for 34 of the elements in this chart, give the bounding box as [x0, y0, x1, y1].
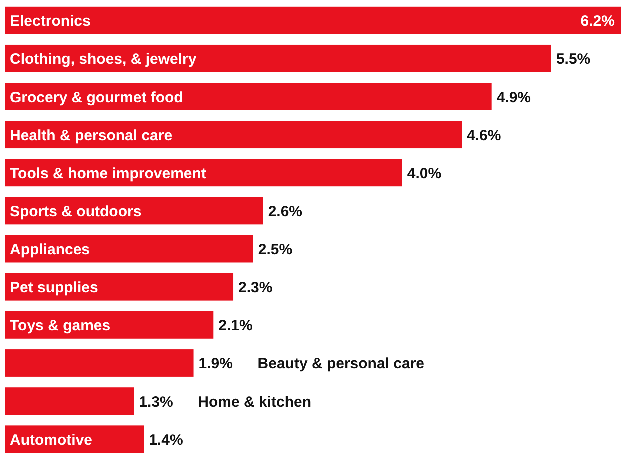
y-tick-label: Pet supplies — [10, 280, 98, 297]
y-tick-label: Home & kitchen — [198, 394, 312, 411]
y-tick-label: Appliances — [10, 242, 90, 259]
y-tick-label: Health & personal care — [10, 127, 173, 144]
data-label: 2.5% — [258, 242, 293, 259]
bar — [5, 159, 402, 187]
data-label: 2.1% — [218, 318, 253, 335]
bar — [5, 311, 214, 339]
y-tick-label: Toys & games — [10, 318, 111, 335]
bar — [5, 235, 254, 263]
bar — [5, 6, 621, 34]
y-tick-label: Grocery & gourmet food — [10, 89, 184, 106]
data-label: 5.5% — [556, 51, 591, 68]
y-tick-label: Sports & outdoors — [10, 203, 142, 220]
data-label: 1.3% — [139, 394, 174, 411]
bar — [5, 388, 134, 416]
bar — [5, 350, 194, 377]
bar — [5, 83, 492, 110]
data-label: 2.6% — [268, 203, 303, 220]
data-label: 2.3% — [238, 280, 273, 297]
data-label: 1.4% — [149, 432, 184, 449]
y-tick-label: Automotive — [10, 432, 92, 449]
bar — [5, 121, 462, 149]
data-label: 4.9% — [496, 89, 532, 106]
y-tick-label: Beauty & personal care — [258, 356, 425, 373]
data-label: 4.6% — [467, 127, 502, 144]
data-label: 4.0% — [407, 165, 442, 182]
y-tick-label: Clothing, shoes, & jewelry — [10, 51, 198, 68]
y-tick-label: Tools & home improvement — [10, 165, 206, 182]
data-label: 6.2% — [580, 13, 615, 30]
bar — [5, 44, 552, 72]
y-tick-label: Electronics — [10, 13, 91, 30]
bar — [5, 273, 234, 301]
data-label: 1.9% — [198, 356, 233, 373]
